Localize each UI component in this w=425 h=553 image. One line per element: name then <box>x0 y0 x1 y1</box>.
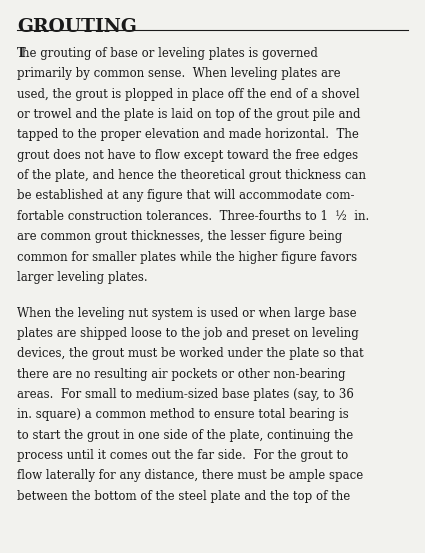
Text: devices, the grout must be worked under the plate so that: devices, the grout must be worked under … <box>17 347 364 361</box>
Text: he grouting of base or leveling plates is governed: he grouting of base or leveling plates i… <box>22 47 318 60</box>
Text: primarily by common sense.  When leveling plates are: primarily by common sense. When leveling… <box>17 67 340 80</box>
Text: When the leveling nut system is used or when large base: When the leveling nut system is used or … <box>17 307 357 320</box>
Text: there are no resulting air pockets or other non-bearing: there are no resulting air pockets or ot… <box>17 368 346 381</box>
Text: or trowel and the plate is laid on top of the grout pile and: or trowel and the plate is laid on top o… <box>17 108 360 121</box>
Text: be established at any figure that will accommodate com-: be established at any figure that will a… <box>17 190 354 202</box>
Text: used, the grout is plopped in place off the end of a shovel: used, the grout is plopped in place off … <box>17 88 360 101</box>
Text: are common grout thicknesses, the lesser figure being: are common grout thicknesses, the lesser… <box>17 230 342 243</box>
Text: tapped to the proper elevation and made horizontal.  The: tapped to the proper elevation and made … <box>17 128 359 142</box>
Text: T: T <box>17 47 26 60</box>
Text: fortable construction tolerances.  Three-fourths to 1  ½  in.: fortable construction tolerances. Three-… <box>17 210 369 223</box>
Text: larger leveling plates.: larger leveling plates. <box>17 271 147 284</box>
Text: grout does not have to flow except toward the free edges: grout does not have to flow except towar… <box>17 149 358 162</box>
Text: to start the grout in one side of the plate, continuing the: to start the grout in one side of the pl… <box>17 429 353 442</box>
Text: common for smaller plates while the higher figure favors: common for smaller plates while the high… <box>17 251 357 264</box>
Text: in. square) a common method to ensure total bearing is: in. square) a common method to ensure to… <box>17 409 349 421</box>
Text: areas.  For small to medium-sized base plates (say, to 36: areas. For small to medium-sized base pl… <box>17 388 354 401</box>
Text: GROUTING: GROUTING <box>17 18 137 36</box>
Text: process until it comes out the far side.  For the grout to: process until it comes out the far side.… <box>17 449 348 462</box>
Text: flow laterally for any distance, there must be ample space: flow laterally for any distance, there m… <box>17 469 363 483</box>
Text: between the bottom of the steel plate and the top of the: between the bottom of the steel plate an… <box>17 490 350 503</box>
Text: of the plate, and hence the theoretical grout thickness can: of the plate, and hence the theoretical … <box>17 169 366 182</box>
Text: plates are shipped loose to the job and preset on leveling: plates are shipped loose to the job and … <box>17 327 359 340</box>
